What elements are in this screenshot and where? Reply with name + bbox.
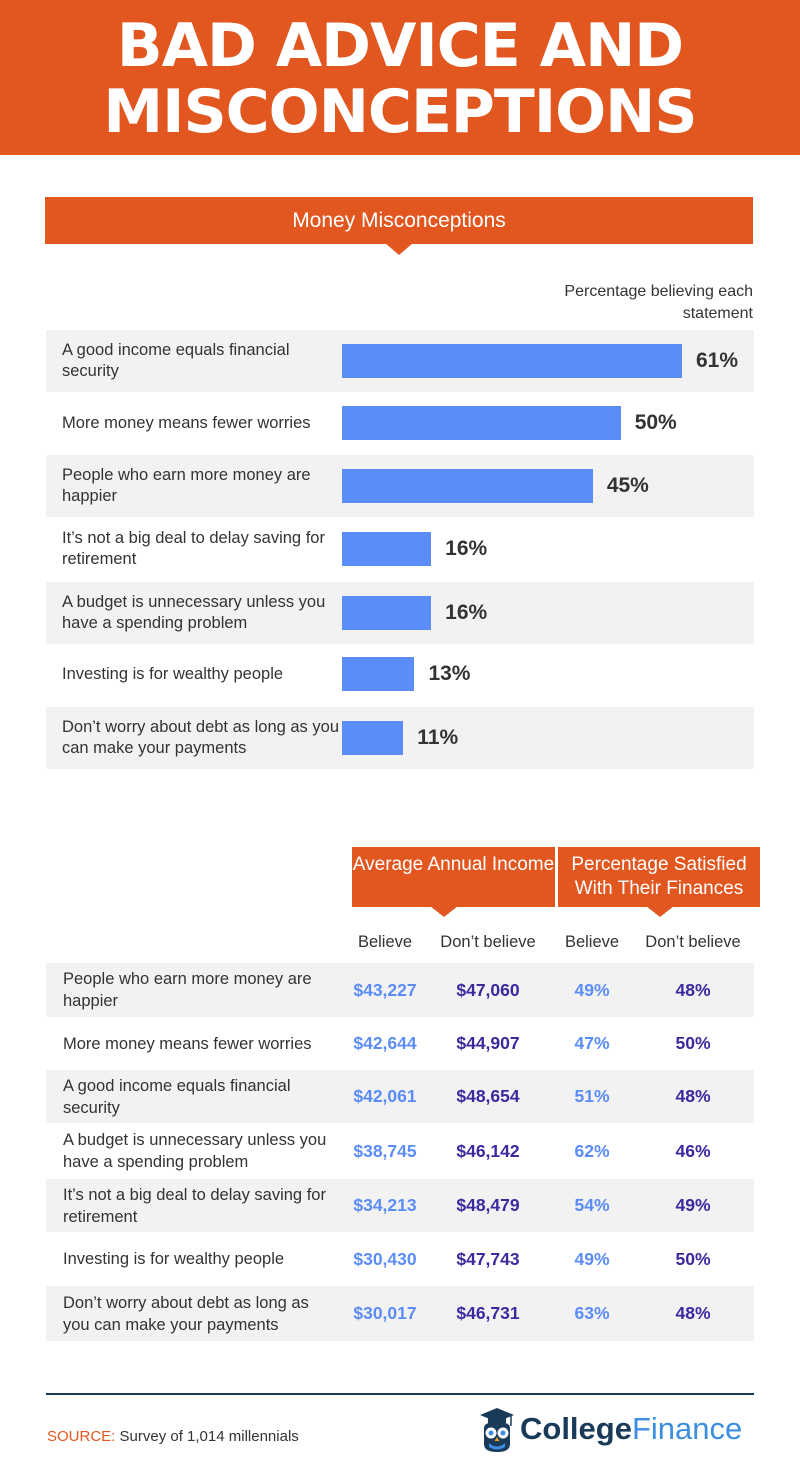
bar [342, 657, 415, 691]
satisfied-believe-cell: 47% [574, 1033, 610, 1053]
satisfied-believe-cell: 62% [574, 1140, 610, 1161]
table-row: People who earn more money are happier $4… [46, 963, 754, 1017]
bar-row: People who earn more money are happier 45… [46, 455, 754, 517]
bar-value-label: 45% [606, 474, 649, 497]
bar-row: Investing is for wealthy people 13% [46, 643, 754, 705]
logo-word-college: College [520, 1411, 632, 1446]
satisfied-dont-believe-cell: 48% [675, 1303, 711, 1323]
bar-row: A good income equals financial security 6… [46, 330, 754, 392]
source-key: SOURCE: [47, 1428, 116, 1445]
logo-wordmark: CollegeFinance [520, 1410, 742, 1448]
income-dont-believe-cell: $44,907 [456, 1033, 520, 1053]
table-row-label: Don’t worry about debt as long as you ca… [63, 1293, 309, 1334]
bar-row: A budget is unnecessary unless you have … [46, 582, 754, 644]
satisfied-believe-cell: 51% [574, 1086, 610, 1106]
bar-value-label: 13% [428, 662, 471, 685]
bar-category-label: It’s not a big deal to delay saving for … [62, 529, 325, 568]
income-believe-cell: $42,061 [353, 1086, 417, 1106]
bar-row: It’s not a big deal to delay saving for … [46, 518, 754, 580]
bar [342, 721, 404, 755]
bar-value-label: 16% [445, 537, 488, 560]
income-dont-believe-cell: $47,743 [456, 1248, 520, 1269]
bar-category-label: Don’t worry about debt as long as you ca… [62, 718, 339, 757]
logo-word-finance: Finance [631, 1411, 743, 1446]
table-row: A good income equals financial security $… [46, 1070, 754, 1123]
satisfied-dont-believe-cell: 48% [675, 1086, 711, 1106]
satisfied-group-header: Percentage Satisfied With Their Finances [558, 847, 760, 907]
bar-row: Don’t worry about debt as long as you ca… [46, 707, 754, 769]
satisfied-believe-cell: 63% [574, 1303, 610, 1323]
subheader-income-believe: Believe [357, 933, 413, 951]
bar [342, 406, 621, 440]
title-line-2: MISCONCEPTIONS [103, 77, 697, 147]
table-row: More money means fewer worries $42,644 $44… [46, 1017, 754, 1070]
table-row-label: A budget is unnecessary unless you have … [63, 1131, 327, 1171]
collegefinance-logo: CollegeFinance [478, 1406, 763, 1454]
source-text: Survey of 1,014 millennials [119, 1428, 299, 1445]
subheader-satisfied-believe: Believe [564, 933, 620, 951]
bar-category-label: More money means fewer worries [62, 413, 311, 432]
satisfied-believe-cell: 54% [574, 1195, 610, 1215]
bar-category-label: People who earn more money are happier [62, 466, 311, 505]
title-line-1: BAD ADVICE AND [116, 11, 684, 81]
table-row-label: It’s not a big deal to delay saving for … [63, 1185, 326, 1226]
income-dont-believe-cell: $48,654 [456, 1086, 520, 1106]
satisfied-dont-believe-cell: 50% [675, 1248, 711, 1269]
income-believe-cell: $42,644 [353, 1033, 417, 1053]
bar-value-label: 61% [696, 349, 739, 372]
source-note: SOURCE: Survey of 1,014 millennials [47, 1428, 299, 1445]
satisfied-dont-believe-cell: 48% [675, 979, 711, 1000]
chart-title-notch [385, 243, 413, 255]
table-row-label: More money means fewer worries [63, 1034, 312, 1053]
satisfied-dont-believe-cell: 46% [675, 1140, 711, 1161]
bar [342, 344, 682, 378]
satisfied-dont-believe-cell: 50% [675, 1033, 711, 1053]
bar-value-label: 16% [445, 601, 488, 624]
income-group-header: Average Annual Income [352, 847, 555, 907]
satisfied-dont-believe-cell: 49% [675, 1195, 711, 1215]
income-dont-believe-cell: $46,142 [456, 1140, 520, 1161]
owl-graduate-icon [480, 1408, 514, 1452]
chart-title: Money Misconceptions [45, 197, 753, 244]
value-caption: Percentage believing each statement [564, 283, 753, 322]
bar-row: More money means fewer worries 50% [46, 392, 754, 454]
income-dont-believe-cell: $46,731 [456, 1303, 520, 1323]
page-title: BAD ADVICE AND MISCONCEPTIONS [0, 0, 800, 145]
subheader-satisfied-dont-believe: Don’t believe [645, 933, 741, 951]
bar [342, 532, 432, 566]
table-row-label: Investing is for wealthy people [63, 1250, 285, 1268]
income-believe-cell: $43,227 [353, 979, 417, 1000]
header-banner: BAD ADVICE AND MISCONCEPTIONS [0, 0, 800, 155]
table-row-label: A good income equals financial security [63, 1076, 291, 1117]
bar-value-label: 11% [417, 726, 459, 749]
table-row: Don’t worry about debt as long as you ca… [46, 1286, 754, 1341]
income-believe-cell: $34,213 [353, 1195, 417, 1215]
satisfied-header-notch [646, 906, 674, 917]
income-believe-cell: $30,017 [353, 1303, 417, 1323]
income-header-notch [430, 906, 458, 917]
income-dont-believe-cell: $48,479 [456, 1195, 520, 1215]
income-believe-cell: $38,745 [353, 1140, 417, 1161]
bar-category-label: Investing is for wealthy people [62, 664, 284, 683]
bar-category-label: A budget is unnecessary unless you have … [62, 593, 326, 632]
satisfied-believe-cell: 49% [574, 1248, 610, 1269]
bar-value-label: 50% [634, 411, 677, 434]
income-dont-believe-cell: $47,060 [456, 979, 520, 1000]
footer-divider [46, 1393, 754, 1395]
table-row: Investing is for wealthy people $30,430 $4… [46, 1232, 754, 1286]
table-row: It’s not a big deal to delay saving for … [46, 1179, 754, 1232]
income-believe-cell: $30,430 [353, 1248, 417, 1269]
satisfied-believe-cell: 49% [574, 979, 610, 1000]
table-row: A budget is unnecessary unless you have … [46, 1123, 754, 1179]
bar-category-label: A good income equals financial security [62, 341, 290, 380]
table-row-label: People who earn more money are happier [63, 970, 312, 1010]
subheader-income-dont-believe: Don’t believe [440, 933, 536, 951]
bar [342, 596, 432, 630]
bar [342, 469, 593, 503]
